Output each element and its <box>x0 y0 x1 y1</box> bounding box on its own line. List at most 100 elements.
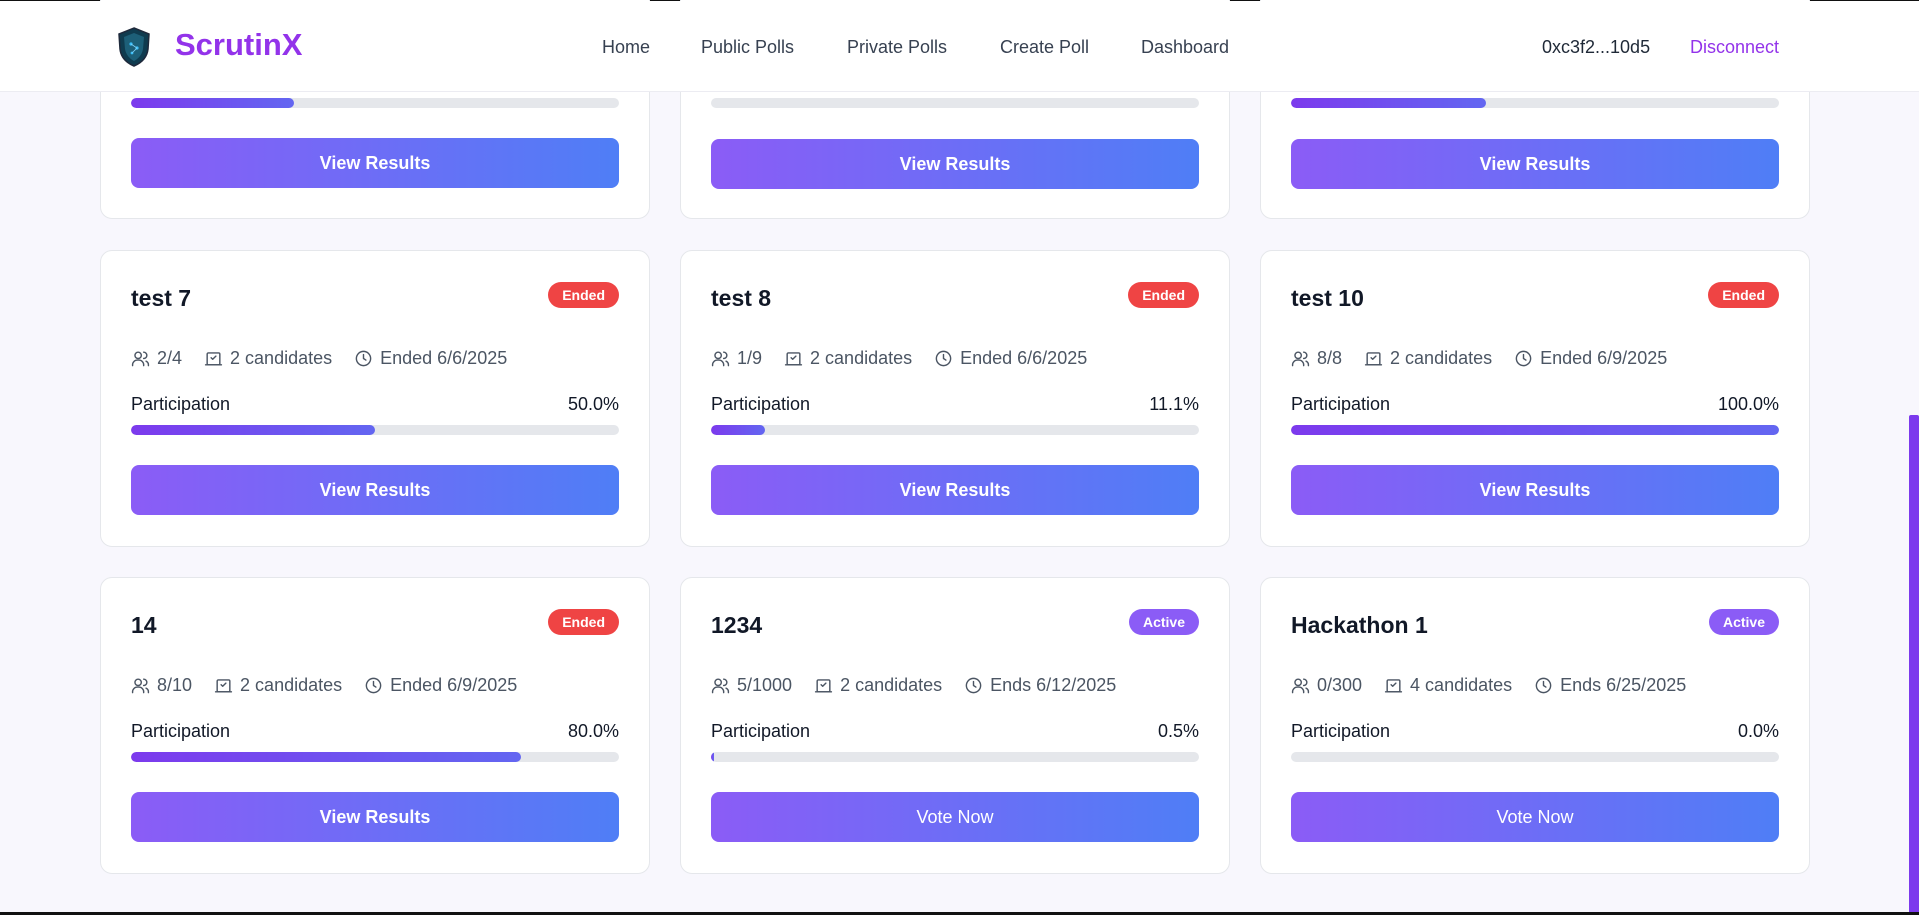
nav-home[interactable]: Home <box>602 37 651 57</box>
ballot-box-icon <box>214 679 233 693</box>
clock-icon <box>965 677 982 694</box>
participation-label: Participation <box>1291 394 1391 414</box>
participation-label: Participation <box>131 394 231 414</box>
nav-public-polls[interactable]: Public Polls <box>701 37 795 57</box>
clock-icon <box>1515 350 1532 367</box>
poll-title: 14 <box>131 612 157 638</box>
view-results-button[interactable]: View Results <box>1291 139 1779 189</box>
poll-date: Ended 6/6/2025 <box>380 348 508 368</box>
status-badge: Active <box>1128 609 1199 635</box>
poll-title: test 8 <box>711 285 772 311</box>
participation-value: 0.5% <box>1157 721 1199 741</box>
scrollbar-thumb[interactable] <box>1909 415 1919 915</box>
brand-name[interactable]: ScrutinX <box>175 27 303 62</box>
poll-card-hackathon-1: Hackathon 1 Active 0/300 4 candidates En… <box>1260 577 1810 874</box>
participation-value: 11.1% <box>1149 394 1199 414</box>
clock-icon <box>935 350 952 367</box>
wallet-address: 0xc3f2...10d5 <box>1542 37 1651 57</box>
participation-progress-bar <box>711 425 1199 435</box>
status-badge: Ended <box>548 282 619 308</box>
poll-date: Ended 6/9/2025 <box>1540 348 1668 368</box>
candidate-count: 2 candidates <box>1390 348 1493 368</box>
candidate-count: 4 candidates <box>1410 675 1513 695</box>
view-results-button[interactable]: View Results <box>131 792 619 842</box>
candidate-count: 2 candidates <box>230 348 333 368</box>
view-results-button[interactable]: View Results <box>711 465 1199 515</box>
disconnect-button[interactable]: Disconnect <box>1690 37 1780 57</box>
users-icon <box>1291 678 1310 694</box>
view-results-button[interactable]: View Results <box>131 138 619 188</box>
ballot-box-icon <box>1364 352 1383 366</box>
ballot-box-icon <box>814 679 833 693</box>
candidate-count: 2 candidates <box>840 675 943 695</box>
nav-create-poll[interactable]: Create Poll <box>1000 37 1090 57</box>
participation-progress-bar <box>711 752 1199 762</box>
participation-label: Participation <box>711 721 811 741</box>
poll-title: 1234 <box>711 612 763 638</box>
participation-value: 80.0% <box>567 721 619 741</box>
participation-progress-bar <box>711 98 1199 108</box>
status-badge: Ended <box>1128 282 1199 308</box>
users-icon <box>711 678 730 694</box>
poll-date: Ends 6/12/2025 <box>990 675 1117 695</box>
participation-value: 50.0% <box>567 394 619 414</box>
poll-meta: 0/300 4 candidates Ends 6/25/2025 <box>1291 675 1708 696</box>
participation-progress-bar <box>131 425 619 435</box>
nav-private-polls[interactable]: Private Polls <box>847 37 948 57</box>
candidate-count: 2 candidates <box>810 348 913 368</box>
ballot-box-icon <box>204 352 223 366</box>
voter-count: 1/9 <box>737 348 763 368</box>
poll-title: test 10 <box>1291 285 1364 311</box>
poll-title: Hackathon 1 <box>1291 612 1428 638</box>
poll-date: Ends 6/25/2025 <box>1560 675 1687 695</box>
users-icon <box>131 678 150 694</box>
view-results-button[interactable]: View Results <box>711 139 1199 189</box>
ballot-box-icon <box>784 352 803 366</box>
voter-count: 8/10 <box>157 675 193 695</box>
poll-card-test-8: test 8 Ended 1/9 2 candidates Ended 6/6/… <box>680 250 1230 547</box>
poll-title: test 7 <box>131 285 192 311</box>
clock-icon <box>365 677 382 694</box>
status-badge: Ended <box>548 609 619 635</box>
poll-card-test-7: test 7 Ended 2/4 2 candidates Ended 6/6/… <box>100 250 650 547</box>
top-navbar: ScrutinX Home Public Polls Private Polls… <box>0 1 1919 92</box>
poll-card-1234: 1234 Active 5/1000 2 candidates Ends 6/1… <box>680 577 1230 874</box>
poll-card-14: 14 Ended 8/10 2 candidates Ended 6/9/202… <box>100 577 650 874</box>
users-icon <box>711 351 730 367</box>
vote-now-button[interactable]: Vote Now <box>1291 792 1779 842</box>
view-results-button[interactable]: View Results <box>131 465 619 515</box>
participation-value: 0.0% <box>1737 721 1779 741</box>
candidate-count: 2 candidates <box>240 675 343 695</box>
view-results-button[interactable]: View Results <box>1291 465 1779 515</box>
voter-count: 8/8 <box>1317 348 1343 368</box>
clock-icon <box>1535 677 1552 694</box>
poll-meta: 5/1000 2 candidates Ends 6/12/2025 <box>711 675 1138 696</box>
participation-label: Participation <box>131 721 231 741</box>
ballot-box-icon <box>1384 679 1403 693</box>
status-badge: Ended <box>1708 282 1779 308</box>
poll-meta: 8/8 2 candidates Ended 6/9/2025 <box>1291 348 1689 369</box>
page-scrollbar[interactable] <box>1905 1 1919 915</box>
users-icon <box>1291 351 1310 367</box>
participation-progress-bar <box>1291 98 1779 108</box>
participation-label: Participation <box>1291 721 1391 741</box>
nav-dashboard[interactable]: Dashboard <box>1141 37 1230 57</box>
voter-count: 5/1000 <box>737 675 793 695</box>
status-badge: Active <box>1708 609 1779 635</box>
poll-meta: 8/10 2 candidates Ended 6/9/2025 <box>131 675 539 696</box>
poll-date: Ended 6/6/2025 <box>960 348 1088 368</box>
participation-progress-bar <box>131 752 619 762</box>
poll-meta: 1/9 2 candidates Ended 6/6/2025 <box>711 348 1109 369</box>
users-icon <box>131 351 150 367</box>
voter-count: 2/4 <box>157 348 183 368</box>
clock-icon <box>355 350 372 367</box>
participation-value: 100.0% <box>1717 394 1779 414</box>
window-bottom-edge <box>0 912 1919 915</box>
participation-progress-bar <box>1291 752 1779 762</box>
participation-label: Participation <box>711 394 811 414</box>
participation-progress-bar <box>131 98 619 108</box>
shield-logo-icon[interactable] <box>117 27 151 67</box>
vote-now-button[interactable]: Vote Now <box>711 792 1199 842</box>
poll-card-test-10: test 10 Ended 8/8 2 candidates Ended 6/9… <box>1260 250 1810 547</box>
poll-meta: 2/4 2 candidates Ended 6/6/2025 <box>131 348 529 369</box>
